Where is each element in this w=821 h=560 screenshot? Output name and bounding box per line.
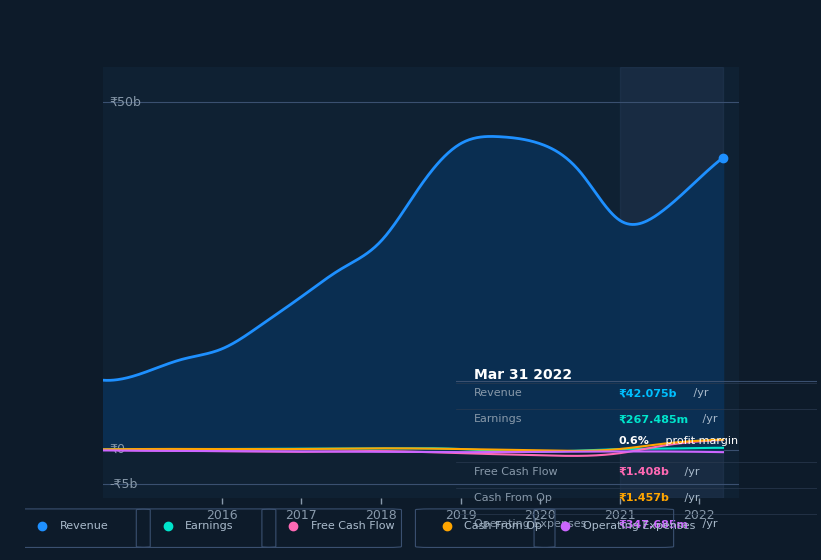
Text: -₹5b: -₹5b xyxy=(109,478,137,491)
Text: ₹1.457b: ₹1.457b xyxy=(618,493,669,503)
Text: /yr: /yr xyxy=(699,414,718,424)
Text: ₹347.685m: ₹347.685m xyxy=(618,519,688,529)
Text: Earnings: Earnings xyxy=(474,414,522,424)
Text: ₹42.075b: ₹42.075b xyxy=(618,388,677,398)
Text: ₹267.485m: ₹267.485m xyxy=(618,414,688,424)
Text: Free Cash Flow: Free Cash Flow xyxy=(474,467,557,477)
Text: Operating Expenses: Operating Expenses xyxy=(474,519,586,529)
Text: Free Cash Flow: Free Cash Flow xyxy=(310,521,394,531)
Bar xyxy=(620,67,723,498)
Text: ₹50b: ₹50b xyxy=(109,95,141,109)
Text: Cash From Op: Cash From Op xyxy=(474,493,552,503)
Text: /yr: /yr xyxy=(681,467,700,477)
Text: Cash From Op: Cash From Op xyxy=(465,521,542,531)
Text: 0.6%: 0.6% xyxy=(618,436,649,446)
Text: Earnings: Earnings xyxy=(186,521,234,531)
Text: Revenue: Revenue xyxy=(60,521,108,531)
Text: Revenue: Revenue xyxy=(474,388,522,398)
Text: Operating Expenses: Operating Expenses xyxy=(583,521,695,531)
Text: /yr: /yr xyxy=(681,493,700,503)
Text: /yr: /yr xyxy=(699,519,718,529)
Text: profit margin: profit margin xyxy=(662,436,738,446)
Text: ₹1.408b: ₹1.408b xyxy=(618,467,669,477)
Text: /yr: /yr xyxy=(690,388,709,398)
Text: Mar 31 2022: Mar 31 2022 xyxy=(474,368,572,382)
Text: ₹0: ₹0 xyxy=(109,443,125,456)
